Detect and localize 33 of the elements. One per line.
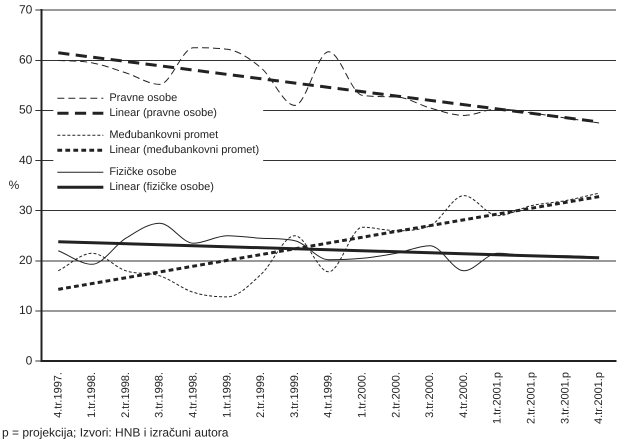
text: p = projekcija; Izvori: HNB i izračuni autora — [2, 425, 229, 440]
legend-label: Fizičke osobe — [109, 166, 177, 178]
x-tick-label: 1.tr.1998. — [86, 372, 98, 418]
x-tick-label: 3.tr.1999. — [288, 372, 301, 418]
legend-label: Linear (međubankovni promet) — [109, 144, 260, 156]
legend-label: Pravne osobe — [109, 92, 178, 104]
x-tick-label: 2.tr.2000. — [390, 372, 402, 418]
legend-label: Linear (fizičke osobe) — [109, 181, 214, 194]
x-tick-label: 2.tr.2001.p — [526, 372, 538, 424]
y-tick-label: 0 — [26, 353, 33, 368]
x-tick-label: 4.tr.1999. — [322, 372, 335, 418]
x-tick-label: 2.tr.1998. — [120, 372, 132, 418]
x-tick-label: 4.tr.2001.p — [593, 372, 606, 424]
legend-label: Linear (pravne osobe) — [109, 107, 217, 120]
y-tick-label: 70 — [18, 2, 33, 17]
x-tick-label: 4.tr.2000. — [458, 372, 470, 418]
y-tick-label: 60 — [18, 52, 33, 67]
y-tick-label: 50 — [18, 102, 33, 117]
x-tick-label: 1.tr.1999. — [221, 372, 234, 418]
x-tick-label: 3.tr.2000. — [424, 372, 436, 418]
y-tick-label: 20 — [18, 253, 33, 268]
x-tick-label: 3.tr.1998. — [154, 372, 166, 418]
x-tick-label: 3.tr.2001.p — [559, 372, 572, 424]
legend-label: Međubankovni promet — [109, 129, 218, 142]
y-tick-label: 40 — [18, 152, 33, 167]
x-tick-label: 4.tr.1998. — [187, 372, 200, 418]
x-tick-label: 2.tr.1999. — [255, 372, 268, 418]
y-tick-label: 10 — [18, 303, 33, 318]
x-tick-label: 1.tr.2001.p — [492, 372, 504, 424]
x-tick-label: 4.tr.1997. — [52, 372, 64, 418]
x-tick-label: 1.tr.2000. — [356, 372, 369, 418]
y-tick-label: 30 — [18, 202, 33, 217]
y-axis-title: % — [8, 178, 20, 192]
